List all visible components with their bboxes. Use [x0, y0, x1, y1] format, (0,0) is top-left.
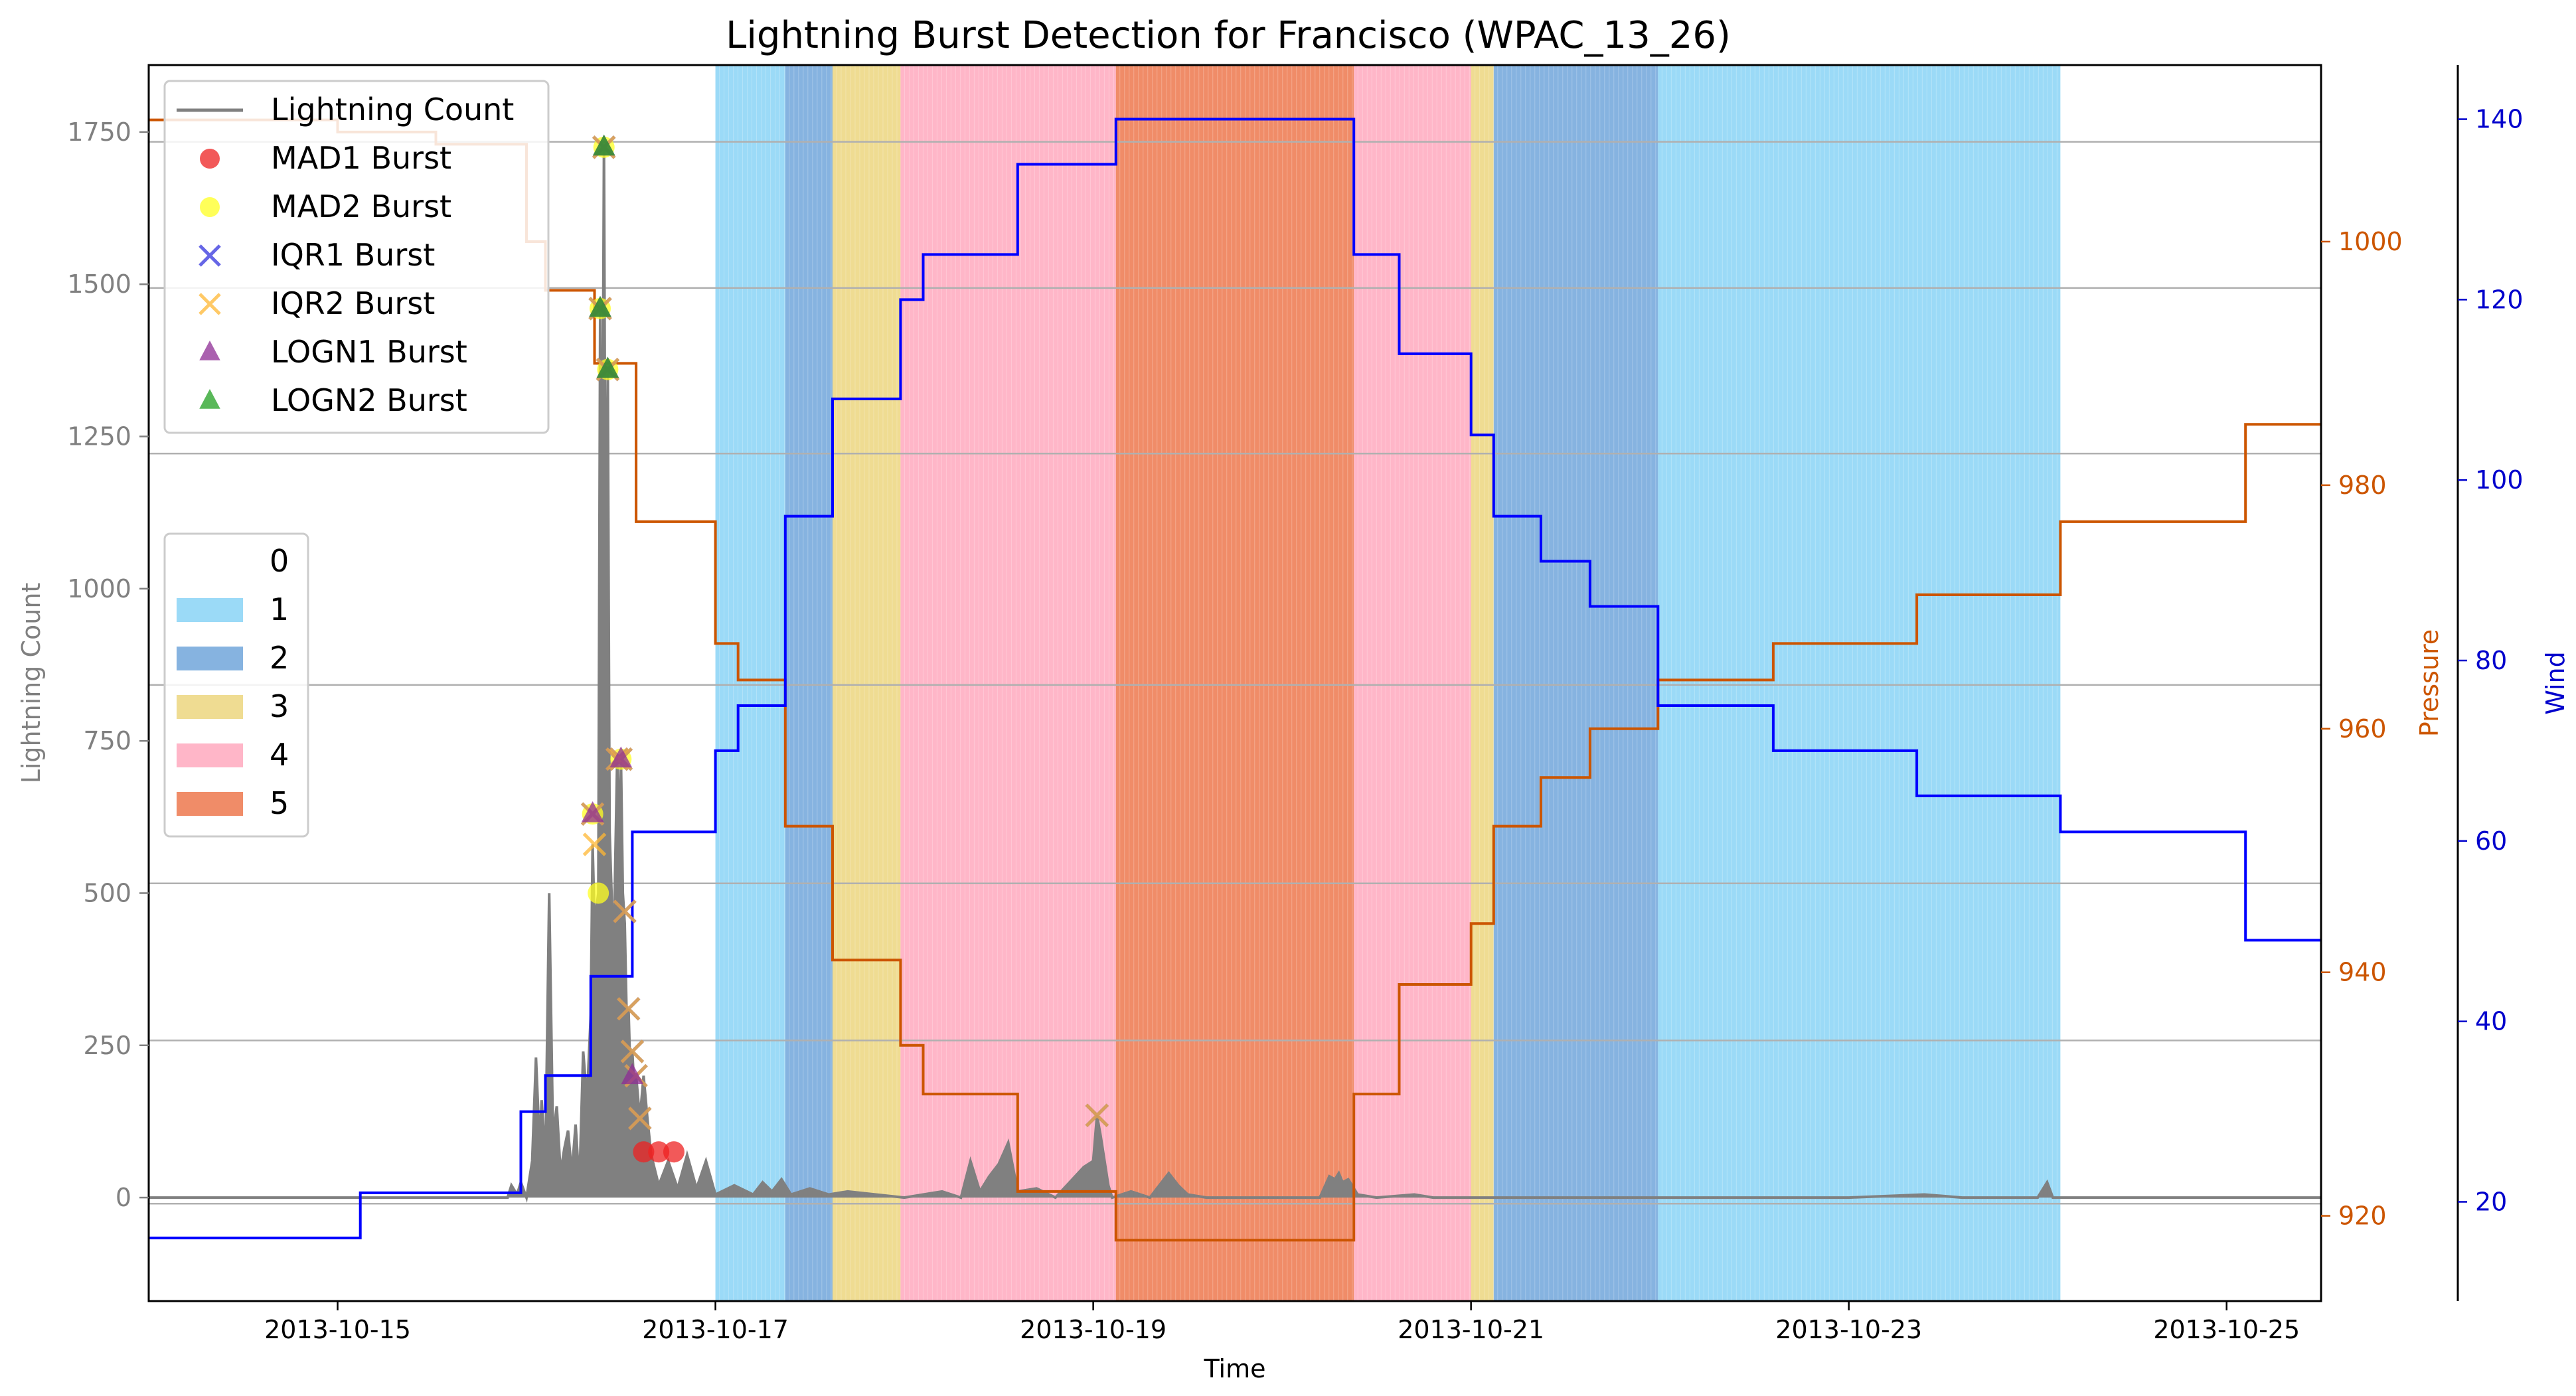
- category-legend-swatch: [177, 550, 243, 574]
- category-band-4: [900, 65, 1116, 1301]
- logn1-burst-marker: [581, 801, 604, 822]
- iqr2-burst-marker: [582, 832, 607, 856]
- burst-legend-box: [163, 80, 550, 434]
- pressure-tick-label: 1000: [2338, 227, 2403, 256]
- burst-legend-label: LOGN2 Burst: [271, 382, 467, 418]
- category-legend-label: 4: [270, 737, 289, 773]
- pressure-y-axis: 920 940 960 980 1000: [2321, 227, 2403, 1231]
- burst-legend-swatch-circle: [200, 149, 220, 169]
- mad1-burst-marker: [633, 1141, 655, 1163]
- category-legend-label: 0: [270, 543, 289, 579]
- burst-legend-swatch-circle: [200, 197, 220, 217]
- category-legend-label: 2: [270, 640, 289, 676]
- left-tick-label: 750: [83, 726, 131, 755]
- lightning-count-line: [149, 147, 2321, 1203]
- pressure-axis-label: Pressure: [2415, 629, 2444, 737]
- category-legend: 0 1 2 3 4 5: [163, 532, 309, 838]
- wind-series: [149, 117, 2321, 1239]
- x-tick-label: 2013-10-19: [1020, 1315, 1167, 1344]
- iqr2-burst-marker: [613, 899, 637, 923]
- wind-tick-label: 40: [2475, 1007, 2507, 1036]
- category-band-2: [1493, 65, 1658, 1301]
- category-legend-swatch: [177, 598, 243, 622]
- iqr2-burst-marker: [627, 1107, 652, 1130]
- burst-legend-label: IQR2 Burst: [271, 285, 435, 321]
- logn1-burst-marker: [621, 1063, 644, 1085]
- burst-markers: [580, 134, 1109, 1163]
- burst-legend-label: MAD2 Burst: [271, 189, 451, 224]
- mad1-burst-marker: [663, 1141, 684, 1163]
- plot-frame: [147, 64, 2322, 1302]
- iqr2-burst-marker: [1085, 1103, 1109, 1128]
- logn2-burst-marker: [592, 134, 615, 156]
- chart-title: Lightning Burst Detection for Francisco …: [726, 14, 1731, 57]
- category-legend-swatch: [177, 647, 243, 670]
- category-band-5: [1115, 65, 1354, 1301]
- pressure-tick-label: 940: [2338, 958, 2387, 987]
- mad1-burst-marker: [648, 1141, 670, 1163]
- wind-y-axis: 20 40 60 80 100 120 140: [2458, 105, 2524, 1216]
- left-tick-label: 1250: [67, 422, 131, 451]
- burst-legend-label: MAD1 Burst: [271, 140, 451, 176]
- burst-legend-label: Lightning Count: [271, 92, 514, 127]
- lightning-count-series: [149, 147, 2321, 1203]
- category-legend-label: 1: [270, 591, 289, 627]
- burst-legend-swatch-triangle: [199, 341, 220, 360]
- iqr2-burst-marker: [616, 996, 641, 1021]
- wind-tick-label: 20: [2475, 1187, 2507, 1216]
- pressure-tick-label: 980: [2338, 471, 2387, 500]
- pressure-line: [149, 118, 2321, 1242]
- x-tick-label: 2013-10-25: [2153, 1315, 2300, 1344]
- wind-tick-label: 120: [2475, 285, 2524, 314]
- x-tick-label: 2013-10-21: [1398, 1315, 1544, 1344]
- burst-legend-label: IQR1 Burst: [271, 237, 435, 273]
- left-tick-label: 1000: [67, 574, 131, 603]
- category-legend-swatch: [177, 743, 243, 767]
- logn2-burst-marker: [596, 356, 619, 378]
- left-tick-label: 1750: [67, 117, 131, 147]
- category-band-4: [1354, 65, 1471, 1301]
- iqr2-burst-marker: [620, 1040, 645, 1063]
- x-tick-label: 2013-10-15: [264, 1315, 411, 1344]
- wind-line: [149, 117, 2321, 1239]
- burst-legend-swatch-triangle: [199, 389, 220, 409]
- x-tick-label: 2013-10-17: [642, 1315, 789, 1344]
- left-tick-label: 250: [83, 1031, 131, 1060]
- x-axis-label: Time: [1204, 1354, 1266, 1383]
- x-tick-label: 2013-10-23: [1775, 1315, 1922, 1344]
- left-tick-label: 0: [116, 1183, 131, 1212]
- category-bands: [715, 65, 2061, 1301]
- logn1-burst-marker: [609, 746, 633, 768]
- category-legend-label: 5: [270, 785, 289, 821]
- category-band-1: [715, 65, 785, 1301]
- left-tick-label: 1500: [67, 270, 131, 299]
- left-tick-label: 500: [83, 878, 131, 907]
- burst-legend-swatch-x: [199, 244, 221, 267]
- category-legend-swatch: [177, 695, 243, 719]
- mad2-burst-marker: [588, 882, 609, 904]
- category-band-2: [785, 65, 833, 1301]
- pressure-tick-label: 920: [2338, 1202, 2387, 1231]
- burst-legend: Lightning Count MAD1 Burst MAD2 Burst IQR1 …: [163, 80, 550, 434]
- band-hatch-lines: [719, 65, 2057, 1301]
- pressure-tick-label: 960: [2338, 714, 2387, 743]
- wind-axis-label: Wind: [2541, 651, 2570, 715]
- pressure-series: [149, 118, 2321, 1242]
- category-band-1: [1658, 65, 2061, 1301]
- wind-tick-label: 140: [2475, 105, 2524, 134]
- left-y-axis-label: Lightning Count: [17, 583, 46, 784]
- burst-legend-swatch-x: [199, 293, 221, 315]
- category-band-3: [832, 65, 901, 1301]
- category-legend-swatch: [177, 792, 243, 816]
- category-band-3: [1471, 65, 1494, 1301]
- x-axis: 2013-10-15 2013-10-17 2013-10-19 2013-10-21…: [264, 1301, 2300, 1344]
- burst-legend-label: LOGN1 Burst: [271, 334, 467, 370]
- wind-tick-label: 80: [2475, 646, 2507, 675]
- left-y-axis: 0 250 500 750 1000 1250 1500 1750: [67, 117, 149, 1212]
- logn2-burst-marker: [589, 295, 611, 317]
- wind-tick-label: 60: [2475, 826, 2507, 856]
- wind-tick-label: 100: [2475, 465, 2524, 495]
- category-legend-label: 3: [270, 688, 289, 724]
